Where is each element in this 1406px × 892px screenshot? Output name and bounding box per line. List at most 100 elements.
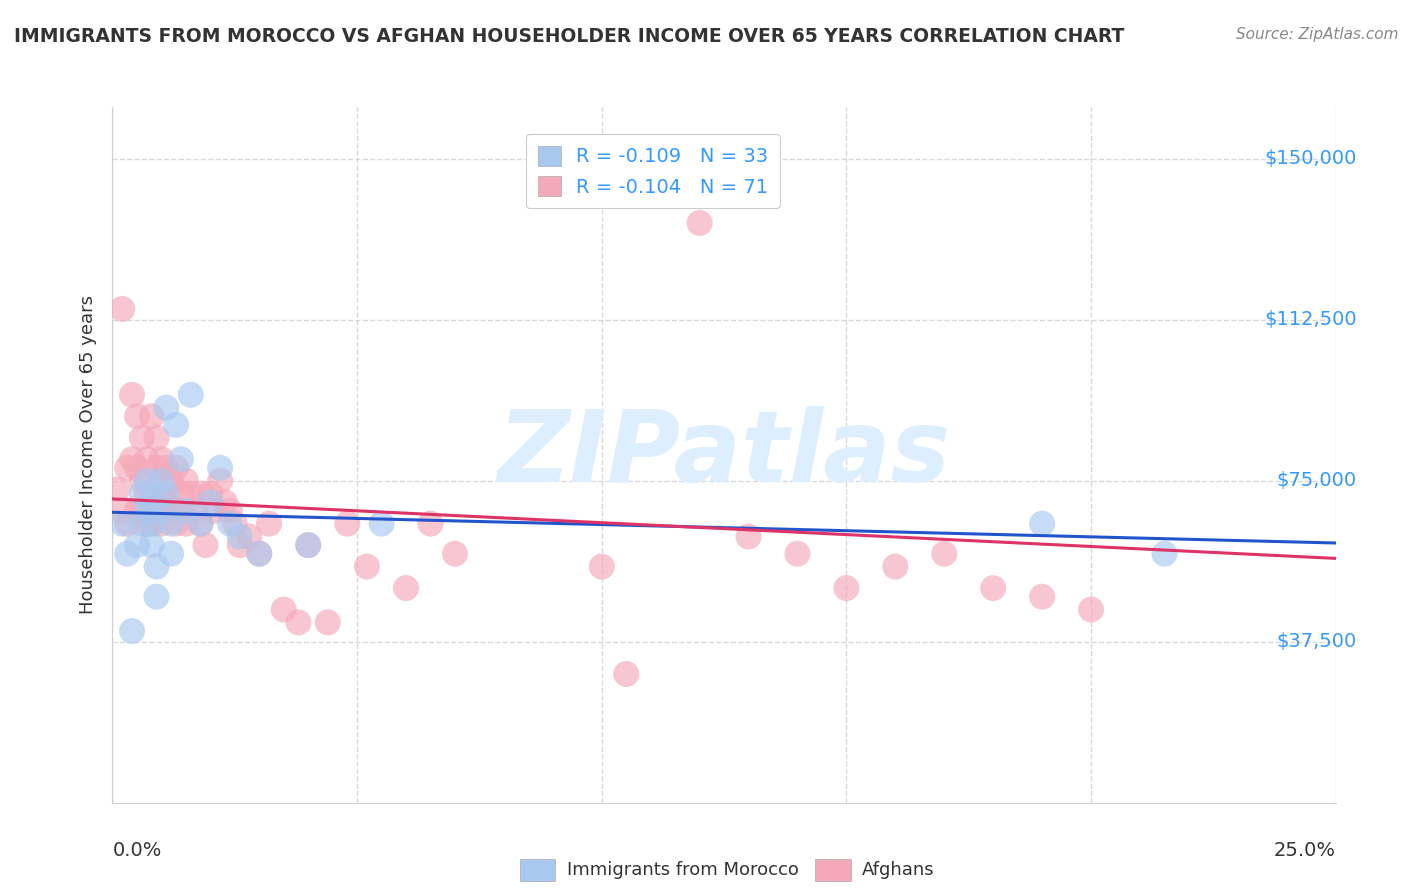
- Point: [155, 495, 177, 509]
- Point: [981, 581, 1004, 595]
- Point: [115, 460, 138, 475]
- Point: [145, 504, 167, 518]
- Point: [121, 388, 143, 402]
- Point: [165, 516, 187, 531]
- Point: [257, 516, 280, 531]
- Y-axis label: Householder Income Over 65 years: Householder Income Over 65 years: [79, 295, 97, 615]
- Point: [105, 483, 128, 497]
- Point: [165, 460, 187, 475]
- Point: [141, 516, 163, 531]
- Point: [356, 559, 378, 574]
- Point: [200, 486, 222, 500]
- Point: [591, 559, 613, 574]
- Point: [131, 516, 153, 531]
- Text: 25.0%: 25.0%: [1274, 841, 1336, 860]
- Point: [135, 504, 157, 518]
- Point: [214, 495, 236, 509]
- Point: [145, 431, 167, 445]
- Point: [121, 452, 143, 467]
- Point: [219, 504, 242, 518]
- Point: [125, 409, 148, 424]
- Point: [934, 547, 956, 561]
- Point: [204, 504, 226, 518]
- Point: [125, 538, 148, 552]
- Point: [131, 486, 153, 500]
- Point: [155, 486, 177, 500]
- Point: [111, 516, 134, 531]
- Point: [174, 504, 197, 518]
- Point: [155, 460, 177, 475]
- Point: [150, 516, 173, 531]
- Point: [174, 474, 197, 488]
- Point: [174, 516, 197, 531]
- Point: [115, 547, 138, 561]
- Text: IMMIGRANTS FROM MOROCCO VS AFGHAN HOUSEHOLDER INCOME OVER 65 YEARS CORRELATION C: IMMIGRANTS FROM MOROCCO VS AFGHAN HOUSEH…: [14, 27, 1125, 45]
- Point: [1031, 516, 1053, 531]
- Point: [184, 504, 207, 518]
- Point: [247, 547, 270, 561]
- Point: [160, 504, 183, 518]
- Point: [150, 474, 173, 488]
- Point: [835, 581, 858, 595]
- Text: $75,000: $75,000: [1277, 471, 1357, 491]
- Point: [247, 547, 270, 561]
- Point: [155, 401, 177, 415]
- Point: [444, 547, 467, 561]
- Point: [200, 495, 222, 509]
- Point: [131, 431, 153, 445]
- Point: [884, 559, 907, 574]
- Point: [190, 516, 212, 531]
- Point: [141, 516, 163, 531]
- Point: [135, 516, 157, 531]
- Point: [141, 409, 163, 424]
- Point: [125, 504, 148, 518]
- Point: [228, 538, 250, 552]
- Point: [190, 486, 212, 500]
- Point: [141, 495, 163, 509]
- Text: $37,500: $37,500: [1277, 632, 1357, 651]
- Point: [135, 474, 157, 488]
- Point: [111, 301, 134, 316]
- Point: [224, 516, 246, 531]
- Point: [273, 602, 295, 616]
- Point: [141, 538, 163, 552]
- Text: Immigrants from Morocco: Immigrants from Morocco: [567, 861, 799, 879]
- Text: 0.0%: 0.0%: [112, 841, 162, 860]
- Point: [395, 581, 418, 595]
- Point: [228, 529, 250, 543]
- Point: [689, 216, 711, 230]
- Point: [370, 516, 392, 531]
- Text: ZIPatlas: ZIPatlas: [498, 407, 950, 503]
- Legend: R = -0.109   N = 33, R = -0.104   N = 71: R = -0.109 N = 33, R = -0.104 N = 71: [526, 134, 780, 208]
- Text: Source: ZipAtlas.com: Source: ZipAtlas.com: [1236, 27, 1399, 42]
- Point: [145, 460, 167, 475]
- Point: [297, 538, 319, 552]
- Point: [194, 538, 217, 552]
- Point: [297, 538, 319, 552]
- Text: $150,000: $150,000: [1264, 149, 1357, 168]
- Point: [131, 504, 153, 518]
- Point: [165, 417, 187, 432]
- Point: [287, 615, 309, 630]
- Point: [160, 474, 183, 488]
- Point: [111, 504, 134, 518]
- Point: [190, 516, 212, 531]
- Point: [150, 486, 173, 500]
- Point: [121, 624, 143, 638]
- Point: [316, 615, 339, 630]
- Point: [145, 590, 167, 604]
- Point: [115, 516, 138, 531]
- Point: [209, 474, 232, 488]
- Text: Afghans: Afghans: [862, 861, 935, 879]
- Point: [1031, 590, 1053, 604]
- Point: [135, 452, 157, 467]
- Point: [150, 504, 173, 518]
- Point: [125, 460, 148, 475]
- Point: [131, 474, 153, 488]
- Point: [145, 559, 167, 574]
- Point: [180, 486, 202, 500]
- Point: [160, 547, 183, 561]
- Point: [336, 516, 359, 531]
- Point: [1080, 602, 1102, 616]
- Point: [238, 529, 260, 543]
